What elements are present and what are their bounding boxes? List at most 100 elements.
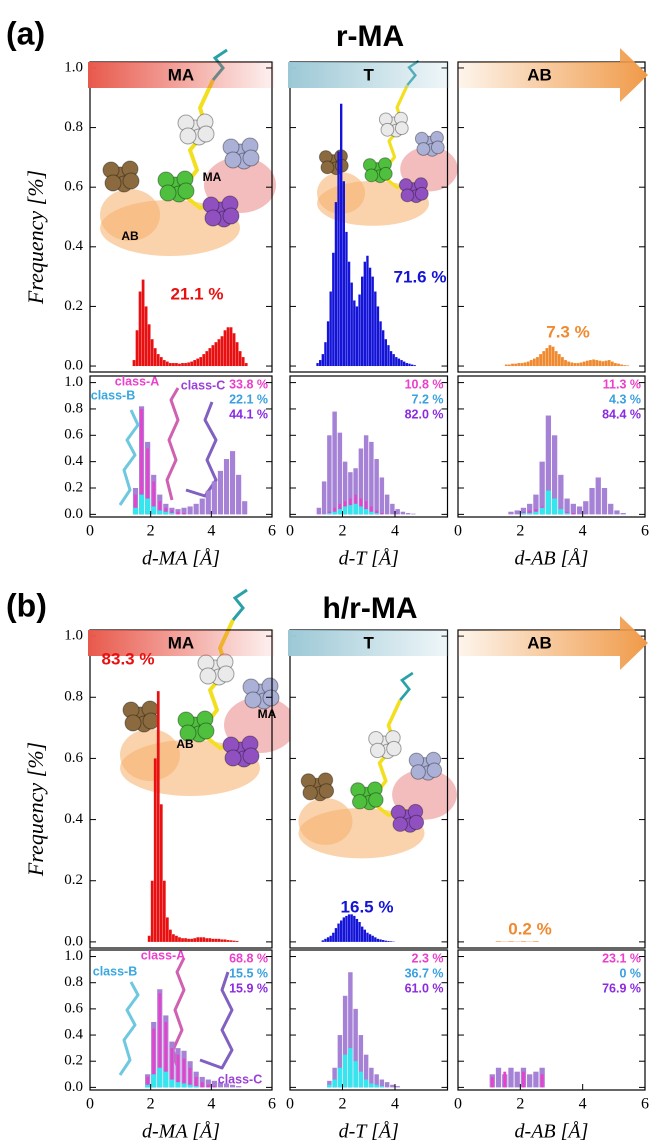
histogram-bar — [353, 503, 358, 515]
histogram-bar — [363, 929, 366, 942]
histogram-bar — [353, 1061, 358, 1088]
histogram-bar — [613, 363, 617, 367]
plot-area — [458, 62, 645, 372]
histogram-bar — [190, 938, 193, 942]
histogram-bar — [374, 459, 379, 515]
x-tick-label: 4 — [579, 1096, 587, 1113]
histogram-bar — [181, 507, 187, 515]
histogram-bar — [540, 1074, 544, 1088]
plot-area — [458, 376, 645, 517]
histogram-bar — [523, 362, 527, 367]
side-chain — [399, 671, 414, 701]
annotation: 11.3 % — [603, 377, 641, 391]
plot-area — [90, 376, 272, 517]
histogram-bar — [158, 501, 162, 515]
histogram-bar — [217, 339, 221, 367]
histogram-bar — [573, 363, 577, 367]
histogram-bar — [332, 511, 337, 515]
histogram-bar — [571, 513, 575, 515]
histogram-bar — [159, 804, 163, 942]
molecule-atom — [378, 166, 393, 181]
histogram-bar — [529, 360, 533, 367]
histogram-bar — [620, 513, 626, 515]
molecule-atom — [142, 712, 160, 730]
histogram-bar — [348, 972, 353, 1088]
banner — [88, 62, 274, 88]
y-tick-label: 0.0 — [64, 1079, 83, 1095]
histogram-bar — [196, 358, 200, 367]
histogram-bar — [508, 511, 514, 515]
histogram-bar — [229, 451, 236, 515]
histogram-bar — [324, 938, 327, 942]
y-tick-label: 0.0 — [64, 506, 83, 522]
histogram-bar — [229, 1084, 236, 1088]
plot-frame — [457, 375, 646, 518]
histogram-bar — [327, 435, 332, 515]
annotation: 68.8 % — [229, 951, 268, 965]
histogram-bar — [522, 1071, 525, 1088]
histogram-bar — [576, 506, 583, 515]
histogram-bar — [163, 1071, 169, 1088]
histogram-bar — [371, 276, 374, 367]
molecule-atom — [394, 121, 409, 136]
histogram-bar — [316, 363, 319, 367]
annotation: 82.0 % — [405, 407, 444, 421]
histogram-bar — [235, 342, 239, 367]
molecule-atom — [242, 747, 260, 765]
histogram-bar — [514, 363, 518, 367]
histogram-bar — [235, 940, 239, 942]
x-axis-label: d-AB [Å] — [515, 1121, 589, 1143]
x-tick-label: 2 — [147, 523, 155, 540]
histogram-bar — [329, 291, 332, 367]
histogram-bar — [217, 1082, 224, 1088]
molecule-atom — [124, 714, 142, 732]
histogram-bar — [326, 321, 330, 367]
histogram-bar — [187, 1084, 193, 1088]
panel-label: (b) — [6, 587, 47, 623]
y-tick-label: 0.6 — [64, 1000, 83, 1016]
histogram-bar — [368, 267, 372, 367]
histogram-bar — [403, 361, 406, 367]
histogram-bar — [175, 935, 178, 942]
histogram-bar — [156, 691, 160, 942]
histogram-bar — [162, 880, 166, 942]
histogram-bar — [196, 937, 200, 942]
histogram-bar — [327, 513, 332, 515]
histogram-bar — [334, 202, 338, 367]
x-tick-label: 6 — [641, 523, 649, 540]
histogram-bar — [184, 363, 187, 367]
histogram-bar — [342, 1054, 348, 1088]
plot-frame — [289, 949, 449, 1091]
histogram-bar — [138, 494, 145, 515]
histogram-bar — [410, 364, 414, 367]
y-tick-label: 0.2 — [64, 872, 83, 888]
x-axis-label: d-MA [Å] — [142, 548, 220, 570]
histogram-bar — [241, 357, 245, 367]
histogram-bar — [623, 365, 627, 367]
histogram-bar — [387, 345, 390, 367]
histogram-bar — [170, 510, 174, 515]
banner-label: T — [364, 633, 375, 652]
histogram-bar — [358, 448, 364, 515]
histogram-bar — [570, 362, 574, 367]
histogram-bar — [236, 474, 242, 515]
histogram-bar — [353, 468, 358, 515]
panel-title: h/r-MA — [323, 592, 418, 625]
histogram-bar — [337, 923, 340, 942]
annotation: class-A — [141, 948, 185, 962]
histogram-bar — [358, 506, 364, 515]
histogram-bar — [395, 509, 400, 515]
histogram-bar — [589, 488, 595, 515]
molecule-atom — [197, 722, 215, 740]
histogram-bar — [132, 360, 136, 367]
histogram-bar — [545, 415, 552, 515]
annotation: 15.5 % — [229, 966, 268, 980]
histogram-bar — [554, 351, 558, 367]
molecule-atom — [320, 160, 335, 175]
surface — [298, 798, 353, 845]
molecule-atom — [204, 209, 222, 227]
histogram-bar — [194, 1076, 198, 1088]
y-tick-label: 0.4 — [64, 811, 83, 827]
histogram-bar — [514, 1071, 520, 1088]
histogram-bar — [178, 363, 181, 367]
